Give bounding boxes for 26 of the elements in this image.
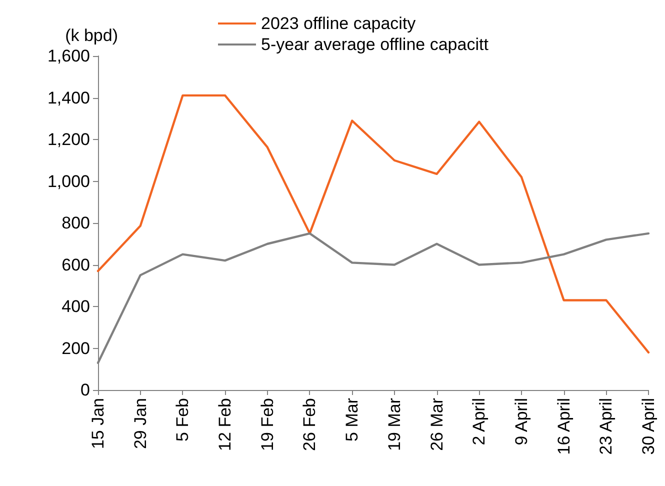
x-tick-label: 26 Feb	[300, 398, 320, 451]
line-series	[96, 94, 650, 354]
x-tick-label: 12 Feb	[216, 398, 235, 451]
legend-label: 5-year average offline capacitt	[261, 35, 489, 54]
y-tick-label: 400	[62, 297, 90, 316]
x-tick-label: 19 Feb	[258, 398, 277, 451]
x-tick-label: 19 Mar	[384, 398, 404, 451]
y-tick-label: 1,000	[47, 172, 90, 191]
y-tick-label: 0	[80, 380, 90, 400]
y-tick-label: 1,200	[47, 130, 90, 149]
y-tick-label: 600	[62, 255, 90, 274]
x-tick-label: 29 Jan	[130, 398, 150, 450]
x-tick-label: 5 Mar	[342, 398, 362, 442]
x-tick-label: 15 Jan	[88, 398, 108, 450]
x-tick-label: 5 Feb	[173, 398, 192, 442]
x-tick-label: 2 April	[470, 398, 489, 446]
y-axis-title: (k bpd)	[65, 26, 118, 45]
legend-label: 2023 offline capacity	[261, 14, 416, 33]
y-tick-label: 800	[62, 214, 90, 232]
y-tick-label: 1,400	[47, 88, 90, 108]
x-tick-label: 26 Mar	[427, 398, 446, 451]
x-tick-label: 23 April	[596, 398, 616, 455]
y-tick-label: 200	[62, 338, 90, 358]
y-tick-label: 1,600	[47, 46, 90, 66]
x-tick-label: 9 April	[512, 398, 531, 446]
x-tick-label: 16 April	[554, 398, 574, 455]
